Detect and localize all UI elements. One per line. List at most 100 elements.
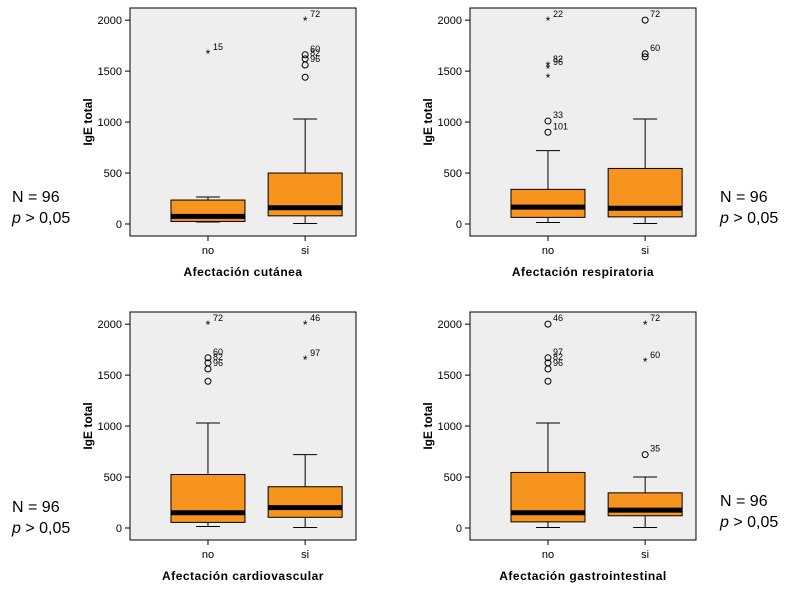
outlier-label: 60 bbox=[310, 44, 320, 54]
outlier-label: 96 bbox=[213, 358, 223, 368]
outlier-label: 72 bbox=[310, 9, 320, 19]
outlier-label: 33 bbox=[553, 110, 563, 120]
sample-size-note: N = 96 bbox=[720, 493, 768, 510]
outlier-circle bbox=[641, 50, 649, 58]
outlier-star: * bbox=[546, 14, 551, 28]
y-tick-label: 2000 bbox=[98, 15, 122, 27]
x-tick-label: si bbox=[301, 245, 309, 257]
p-value-note: p > 0,05 bbox=[11, 210, 70, 227]
y-tick-label: 1500 bbox=[438, 370, 462, 382]
y-tick-label: 1000 bbox=[98, 117, 122, 129]
p-value-text: > 0,05 bbox=[729, 210, 778, 227]
y-tick-label: 2000 bbox=[98, 319, 122, 331]
x-axis-label: Afectación respiratoria bbox=[512, 265, 654, 279]
p-value-text: > 0,05 bbox=[21, 210, 70, 227]
y-tick-label: 1000 bbox=[438, 421, 462, 433]
outlier-circle bbox=[301, 73, 309, 81]
y-tick-label: 2000 bbox=[438, 319, 462, 331]
outlier-label: 96 bbox=[553, 57, 563, 67]
outlier-circle bbox=[641, 53, 649, 61]
p-symbol: p bbox=[719, 210, 729, 227]
y-tick-label: 1500 bbox=[98, 370, 122, 382]
x-tick-label: no bbox=[542, 245, 554, 257]
outlier-star: * bbox=[546, 59, 551, 73]
x-tick-label: no bbox=[202, 245, 214, 257]
y-axis-label: IgE total bbox=[421, 98, 435, 145]
outlier-circle bbox=[544, 117, 552, 125]
outlier-label: 82 bbox=[553, 352, 563, 362]
y-tick-label: 500 bbox=[104, 472, 122, 484]
outlier-label: 97 bbox=[310, 348, 320, 358]
iqr-box bbox=[510, 188, 586, 218]
p-value-text: > 0,05 bbox=[21, 520, 70, 537]
outlier-label: 60 bbox=[650, 350, 660, 360]
y-tick-label: 0 bbox=[116, 219, 122, 231]
box-si: 72 60 si bbox=[607, 9, 683, 257]
outlier-label: 72 bbox=[650, 313, 660, 323]
outlier-star: * bbox=[643, 318, 648, 332]
outlier-star: * bbox=[303, 353, 308, 367]
outlier-label: 96 bbox=[310, 54, 320, 64]
x-axis-label: Afectación gastrointestinal bbox=[499, 569, 667, 583]
box-no: * 15 no bbox=[170, 42, 246, 257]
outlier-circle bbox=[641, 451, 649, 459]
y-tick-label: 0 bbox=[456, 523, 462, 535]
outlier-star: * bbox=[546, 71, 551, 85]
outlier-circle bbox=[544, 320, 552, 328]
p-value-text: > 0,05 bbox=[729, 514, 778, 531]
outlier-circle bbox=[544, 128, 552, 136]
outlier-label: 15 bbox=[213, 42, 223, 52]
outlier-star: * bbox=[303, 14, 308, 28]
outlier-circle bbox=[301, 51, 309, 59]
outlier-circle bbox=[301, 61, 309, 69]
outlier-label: 72 bbox=[213, 313, 223, 323]
sample-size-note: N = 96 bbox=[720, 189, 768, 206]
x-tick-label: no bbox=[202, 549, 214, 561]
outlier-label: 22 bbox=[553, 9, 563, 19]
outlier-label: 101 bbox=[553, 121, 568, 131]
p-value-note: p > 0,05 bbox=[11, 520, 70, 537]
outlier-star: * bbox=[206, 47, 211, 61]
outlier-label: 96 bbox=[553, 358, 563, 368]
outlier-label: 82 bbox=[553, 54, 563, 64]
x-tick-label: si bbox=[641, 245, 649, 257]
outlier-label: 60 bbox=[213, 347, 223, 357]
x-axis-label: Afectación cardiovascular bbox=[162, 569, 324, 583]
outlier-label: 46 bbox=[310, 313, 320, 323]
outlier-circle bbox=[544, 365, 552, 373]
y-tick-label: 500 bbox=[104, 168, 122, 180]
outlier-label: 46 bbox=[553, 313, 563, 323]
outlier-label: 72 bbox=[650, 9, 660, 19]
y-tick-label: 500 bbox=[444, 472, 462, 484]
y-tick-label: 1500 bbox=[438, 66, 462, 78]
sample-size-note: N = 96 bbox=[12, 499, 60, 516]
y-tick-label: 0 bbox=[456, 219, 462, 231]
outlier-star: * bbox=[643, 355, 648, 369]
p-symbol: p bbox=[11, 210, 21, 227]
y-tick-label: 1500 bbox=[98, 66, 122, 78]
y-tick-label: 0 bbox=[116, 523, 122, 535]
p-value-note: p > 0,05 bbox=[719, 514, 778, 531]
y-tick-label: 2000 bbox=[438, 15, 462, 27]
outlier-circle bbox=[204, 354, 212, 362]
outlier-circle bbox=[544, 377, 552, 385]
outlier-circle bbox=[204, 365, 212, 373]
y-tick-label: 500 bbox=[444, 168, 462, 180]
p-value-note: p > 0,05 bbox=[719, 210, 778, 227]
y-tick-label: 1000 bbox=[438, 117, 462, 129]
outlier-label: 60 bbox=[650, 43, 660, 53]
outlier-circle bbox=[204, 377, 212, 385]
outlier-label: 82 bbox=[310, 48, 320, 58]
x-tick-label: si bbox=[301, 549, 309, 561]
